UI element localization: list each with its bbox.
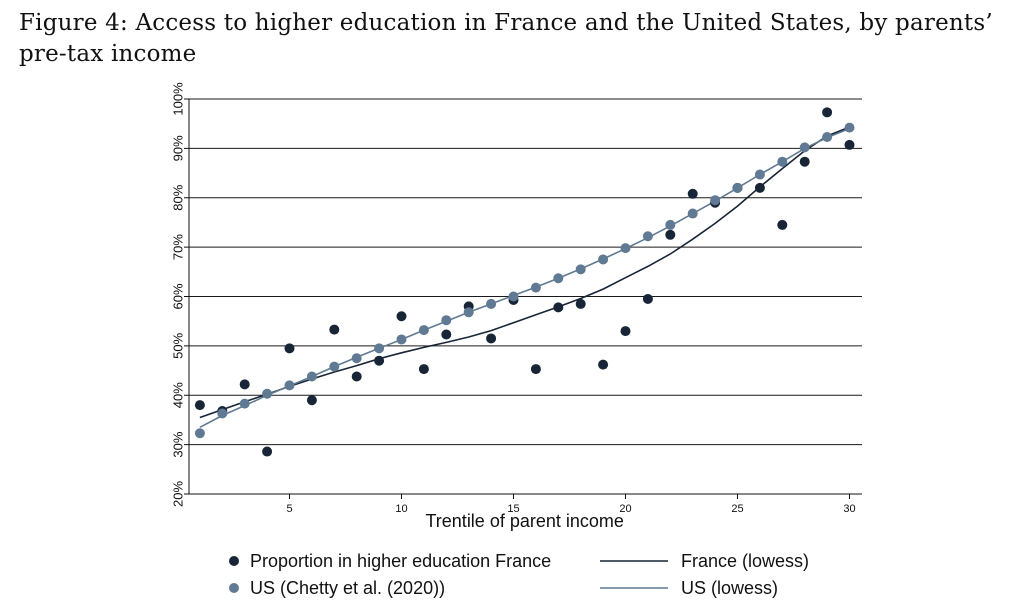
point-france	[575, 298, 586, 309]
point-us	[553, 273, 564, 284]
point-us	[351, 353, 362, 364]
point-us	[665, 219, 676, 230]
x-tick-label: 10	[395, 503, 407, 515]
point-us	[822, 132, 833, 143]
point-us	[262, 388, 273, 399]
point-france	[598, 359, 609, 370]
y-axis-ticks: 20% 30% 40% 50% 60% 70% 80% 90% 100%	[171, 82, 189, 507]
point-france	[799, 156, 810, 167]
point-us	[374, 343, 385, 354]
point-france	[822, 107, 833, 118]
legend-label: France (lowess)	[681, 551, 809, 571]
point-us	[396, 334, 407, 345]
y-tick-label: 60%	[171, 283, 186, 309]
point-us	[642, 231, 653, 242]
point-france	[642, 293, 653, 304]
point-france	[262, 446, 273, 457]
y-tick-label: 20%	[171, 481, 186, 507]
point-france	[374, 355, 385, 366]
y-tick-label: 100%	[171, 82, 186, 116]
point-us	[239, 398, 250, 409]
x-tick-label: 15	[507, 503, 519, 515]
point-us	[530, 282, 541, 293]
point-us	[732, 182, 743, 193]
point-us	[194, 428, 205, 439]
point-us	[844, 122, 855, 133]
point-us	[799, 142, 810, 153]
point-france	[486, 333, 497, 344]
point-us	[598, 254, 609, 265]
gridlines	[189, 98, 862, 446]
point-us	[620, 243, 631, 254]
point-us	[575, 264, 586, 275]
y-tick-label: 40%	[171, 382, 186, 408]
point-france	[239, 379, 250, 390]
point-france	[754, 182, 765, 193]
legend-marker	[229, 583, 239, 593]
point-us	[418, 325, 429, 336]
point-france	[194, 400, 205, 411]
y-tick-label: 70%	[171, 234, 186, 260]
point-france	[844, 139, 855, 150]
y-tick-label: 80%	[171, 184, 186, 210]
point-us	[284, 380, 295, 391]
legend-marker	[229, 556, 239, 566]
point-france	[284, 343, 295, 354]
point-us	[329, 361, 340, 372]
point-us	[687, 208, 698, 219]
point-france	[620, 326, 631, 337]
legend-label: US (Chetty et al. (2020))	[250, 578, 445, 598]
x-axis-label: Trentile of parent income	[425, 511, 623, 531]
scatter-points	[194, 107, 855, 457]
lowess-lines	[199, 126, 850, 429]
legend-label: US (lowess)	[681, 578, 778, 598]
x-tick-label: 30	[843, 503, 855, 515]
x-axis-ticks: 5 10 15 20 25 30	[286, 494, 856, 515]
point-us	[217, 408, 228, 419]
point-us	[486, 298, 497, 309]
point-us	[441, 315, 452, 326]
point-us	[508, 291, 519, 302]
point-france	[351, 371, 362, 382]
point-us	[754, 169, 765, 180]
point-france	[530, 364, 541, 375]
legend-label: Proportion in higher education France	[250, 551, 551, 571]
point-france	[396, 311, 407, 322]
figure-caption: Figure 4: Access to higher education in …	[19, 10, 993, 67]
y-tick-label: 50%	[171, 332, 186, 358]
point-france	[553, 302, 564, 313]
point-france	[687, 188, 698, 199]
point-france	[306, 395, 317, 406]
point-us	[710, 195, 721, 206]
legend: Proportion in higher education France US …	[229, 551, 809, 598]
series-line	[199, 126, 850, 419]
x-tick-label: 25	[731, 503, 743, 515]
y-tick-label: 30%	[171, 431, 186, 457]
point-us	[777, 156, 788, 167]
point-france	[665, 229, 676, 240]
point-france	[441, 329, 452, 340]
series-line	[199, 127, 850, 429]
point-france	[418, 364, 429, 375]
point-us	[306, 371, 317, 382]
y-tick-label: 90%	[171, 135, 186, 161]
point-us	[463, 307, 474, 318]
point-france	[777, 219, 788, 230]
x-tick-label: 20	[619, 503, 631, 515]
x-tick-label: 5	[286, 503, 292, 515]
point-france	[329, 324, 340, 335]
